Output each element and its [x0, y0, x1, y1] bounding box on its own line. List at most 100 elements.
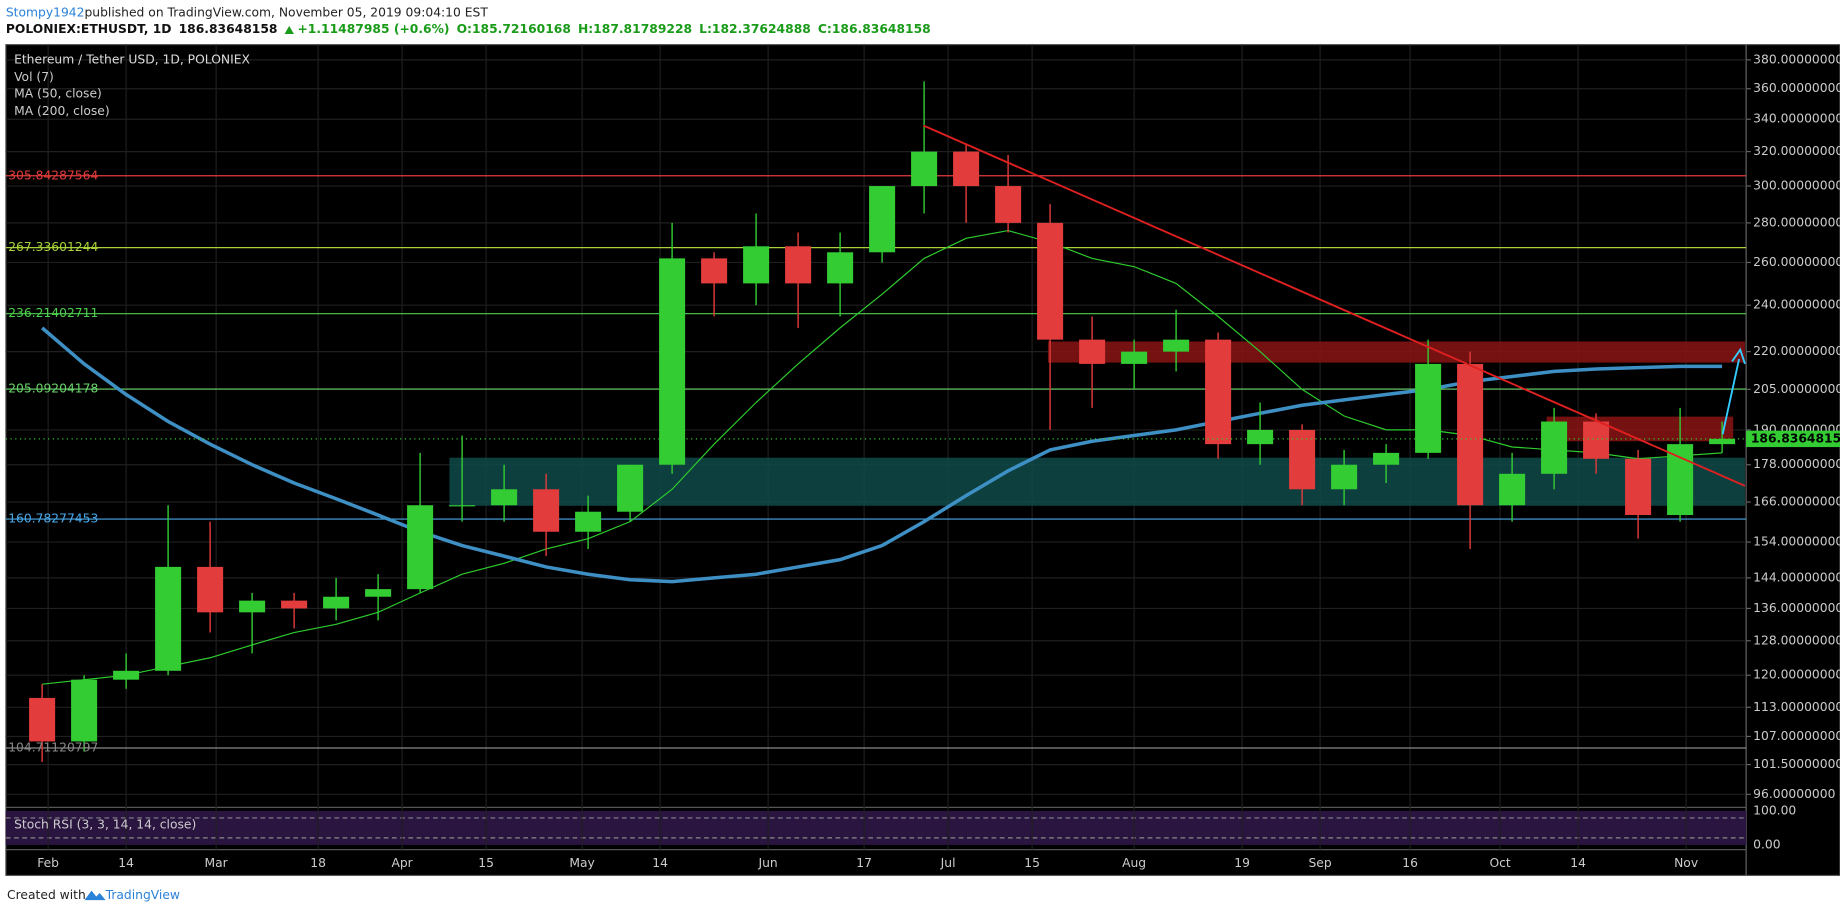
- candle-body: [1709, 438, 1736, 445]
- x-tick-label: Apr: [391, 856, 413, 870]
- header-field: H:187.81789228: [578, 22, 692, 36]
- x-tick-label: 19: [1234, 856, 1250, 870]
- header-field: 186.83648158: [179, 22, 278, 36]
- candle-body: [701, 258, 728, 284]
- y-tick-label: 166.00000000: [1753, 494, 1840, 508]
- moving-average: [40, 326, 1723, 584]
- support-zone: [449, 457, 1745, 506]
- y-tick-label: 107.00000000: [1753, 729, 1840, 743]
- y-tick-label: 154.00000000: [1753, 535, 1840, 549]
- x-tick-label: Oct: [1489, 856, 1510, 870]
- x-tick-label: 16: [1402, 856, 1418, 870]
- last-price-label: 186.83648158: [1751, 431, 1840, 445]
- candle-body: [1289, 429, 1316, 490]
- x-tick-label: Nov: [1674, 856, 1698, 870]
- candle-body: [281, 600, 308, 609]
- x-tick-label: May: [569, 856, 594, 870]
- ma-legend: MA (200, close): [14, 104, 110, 118]
- y-tick-label: 260.00000000: [1753, 255, 1840, 269]
- candle-body: [1037, 222, 1064, 340]
- trend-line: [923, 124, 1746, 487]
- y-tick-label: 178.00000000: [1753, 457, 1840, 471]
- candle-body: [533, 489, 560, 532]
- level-label: 205.09204178: [8, 382, 98, 396]
- y-tick-label: 380.00000000: [1753, 52, 1840, 66]
- header-field: O:185.72160168: [457, 22, 571, 36]
- y-tick-label: 220.00000000: [1753, 344, 1840, 358]
- candle-body: [1625, 458, 1652, 516]
- y-tick-label: 128.00000000: [1753, 633, 1840, 647]
- arrow-head: [1731, 347, 1746, 365]
- candle-body: [29, 697, 56, 742]
- candle-body: [113, 670, 140, 680]
- candle-body: [1373, 452, 1400, 465]
- y-tick-label: 113.00000000: [1753, 700, 1840, 714]
- ma-legend: MA (50, close): [14, 86, 102, 100]
- y-tick-label: 144.00000000: [1753, 570, 1840, 584]
- candle-body: [239, 600, 266, 613]
- plot: [5, 81, 1747, 762]
- candle-body: [995, 186, 1022, 223]
- candle-body: [1331, 464, 1358, 490]
- candle-body: [1163, 339, 1190, 352]
- candle-body: [407, 505, 434, 590]
- published-text: published on TradingView.com, November 0…: [84, 5, 488, 19]
- candle-body: [1583, 421, 1610, 459]
- candle-body: [785, 246, 812, 284]
- y-tick-label: 300.00000000: [1753, 179, 1840, 193]
- resistance-zone: [1546, 416, 1734, 442]
- candle-body: [1541, 421, 1568, 474]
- y-tick-label: 136.00000000: [1753, 601, 1840, 615]
- x-tick-label: Feb: [37, 856, 59, 870]
- level-label: 104.71120797: [8, 740, 98, 754]
- candle-body: [827, 252, 854, 284]
- y-tick-label: 101.50000000: [1753, 757, 1840, 771]
- candle-body: [1499, 473, 1526, 506]
- x-tick-label: 14: [118, 856, 134, 870]
- candle-body: [1247, 429, 1274, 445]
- candle-body: [1079, 339, 1106, 364]
- level-label: 267.33601244: [8, 240, 98, 254]
- y-tick-label: 205.00000000: [1753, 382, 1840, 396]
- candle-body: [911, 151, 938, 187]
- level-label: 160.78277453: [8, 512, 98, 526]
- oscillator-legend: Stoch RSI (3, 3, 14, 14, close): [14, 817, 196, 831]
- logo: [84, 890, 106, 901]
- candle-body: [743, 246, 770, 284]
- candle-body: [155, 566, 182, 671]
- candle-body: [869, 186, 896, 253]
- projection-arrow: [1721, 358, 1740, 435]
- level-label: 236.21402711: [8, 306, 98, 320]
- header-field: C:186.83648158: [818, 22, 931, 36]
- candle-body: [365, 589, 392, 597]
- y-tick-label: 340.00000000: [1753, 112, 1840, 126]
- candle-body: [1415, 363, 1442, 453]
- candle-body: [71, 679, 98, 742]
- header-field: L:182.37624888: [699, 22, 811, 36]
- publisher[interactable]: Stompy1942: [6, 5, 85, 19]
- x-tick-label: 17: [856, 856, 872, 870]
- x-tick-label: 18: [310, 856, 326, 870]
- candle-body: [575, 511, 602, 532]
- candle-body: [1121, 351, 1148, 364]
- x-tick-label: Sep: [1308, 856, 1331, 870]
- candle-body: [491, 489, 518, 506]
- x-tick-label: 15: [478, 856, 494, 870]
- chart-title: Ethereum / Tether USD, 1D, POLONIEX: [14, 52, 250, 66]
- level-label: 305.84287564: [8, 168, 98, 182]
- candle-body: [449, 505, 476, 507]
- oscillator-tick: 0.00: [1753, 837, 1781, 851]
- symbol-line: POLONIEX:ETHUSDT, 1D 186.83648158 +1.11487…: [6, 22, 931, 36]
- oscillator-tick: 100.00: [1753, 803, 1796, 817]
- oscillator-band: [5, 810, 1747, 845]
- header-field: POLONIEX:ETHUSDT, 1D: [6, 22, 172, 36]
- candle-body: [953, 151, 980, 187]
- footer-brand[interactable]: TradingView: [105, 888, 180, 902]
- x-tick-label: Aug: [1122, 856, 1146, 870]
- y-tick-label: 120.00000000: [1753, 668, 1840, 682]
- x-tick-label: 15: [1024, 856, 1040, 870]
- header-field: +1.11487985 (+0.6%): [297, 22, 449, 36]
- candle-body: [323, 596, 350, 609]
